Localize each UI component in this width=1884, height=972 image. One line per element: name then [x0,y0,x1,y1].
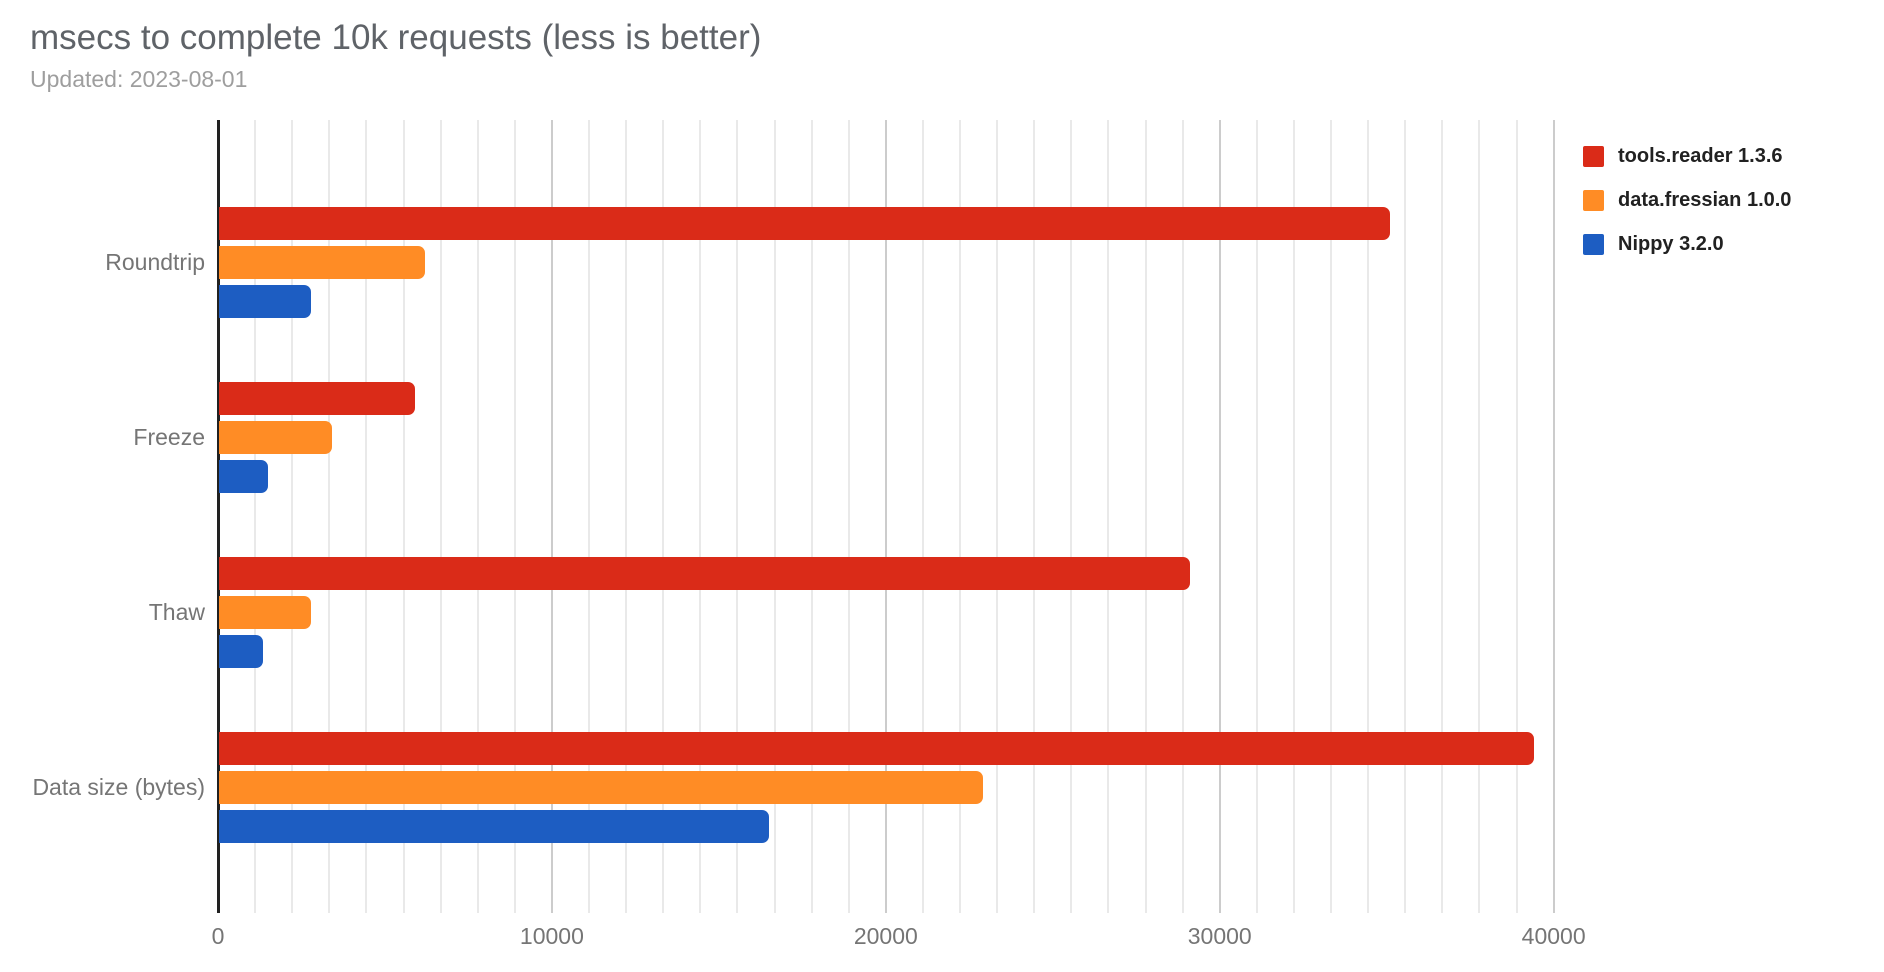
x-tick-label: 20000 [853,923,918,949]
x-tick-label: 30000 [1187,923,1252,949]
legend-label: Nippy 3.2.0 [1618,232,1724,255]
minor-gridline [1515,120,1518,913]
minor-gridline [1144,120,1147,913]
category-label: Roundtrip [105,249,205,275]
bar-nippy-freeze[interactable] [219,459,269,493]
minor-gridline [699,120,702,913]
minor-gridline [1107,120,1110,913]
minor-gridline [847,120,850,913]
minor-gridline [1181,120,1184,913]
minor-gridline [476,120,479,913]
minor-gridline [1292,120,1295,913]
bar-tools-reader-roundtrip[interactable] [219,206,1391,240]
bar-tools-reader-thaw[interactable] [219,556,1190,590]
major-gridline [1218,120,1221,913]
minor-gridline [402,120,405,913]
bar-data-fressian-thaw[interactable] [219,595,312,629]
bar-data-fressian-freeze[interactable] [219,420,332,454]
minor-gridline [1367,120,1370,913]
x-tick-label: 10000 [519,923,584,949]
minor-gridline [1441,120,1444,913]
minor-gridline [254,120,257,913]
major-gridline [884,120,887,913]
minor-gridline [662,120,665,913]
category-label: Thaw [148,599,205,625]
minor-gridline [810,120,813,913]
minor-gridline [1404,120,1407,913]
minor-gridline [736,120,739,913]
legend-swatch [1583,189,1604,211]
minor-gridline [328,120,331,913]
legend-label: tools.reader 1.3.6 [1618,144,1783,167]
minor-gridline [921,120,924,913]
minor-gridline [439,120,442,913]
legend-item: tools.reader 1.3.6 [1583,144,1783,168]
minor-gridline [625,120,628,913]
minor-gridline [513,120,516,913]
bar-nippy-roundtrip[interactable] [219,284,312,318]
x-tick-label: 0 [211,923,225,949]
bar-tools-reader-data-size-bytes-[interactable] [219,731,1534,765]
y-axis-line [217,120,220,913]
bar-nippy-thaw[interactable] [219,634,264,668]
chart-subtitle: Updated: 2023-08-01 [30,66,248,92]
legend-swatch [1583,145,1604,167]
minor-gridline [996,120,999,913]
bar-data-fressian-data-size-bytes-[interactable] [219,770,983,804]
major-gridline [550,120,553,913]
bar-tools-reader-freeze[interactable] [219,381,415,415]
minor-gridline [959,120,962,913]
minor-gridline [1033,120,1036,913]
x-tick-label: 40000 [1521,923,1586,949]
category-label: Data size (bytes) [32,774,205,800]
minor-gridline [291,120,294,913]
chart-title: msecs to complete 10k requests (less is … [30,18,762,57]
bar-data-fressian-roundtrip[interactable] [219,245,426,279]
minor-gridline [365,120,368,913]
legend-label: data.fressian 1.0.0 [1618,188,1792,211]
minor-gridline [1070,120,1073,913]
minor-gridline [1255,120,1258,913]
legend-swatch [1583,233,1604,255]
minor-gridline [773,120,776,913]
category-label: Freeze [133,424,205,450]
major-gridline [1552,120,1555,913]
legend-item: Nippy 3.2.0 [1583,232,1724,256]
minor-gridline [1478,120,1481,913]
minor-gridline [588,120,590,913]
bar-nippy-data-size-bytes-[interactable] [219,809,769,843]
minor-gridline [1330,120,1333,913]
legend-item: data.fressian 1.0.0 [1583,188,1791,212]
